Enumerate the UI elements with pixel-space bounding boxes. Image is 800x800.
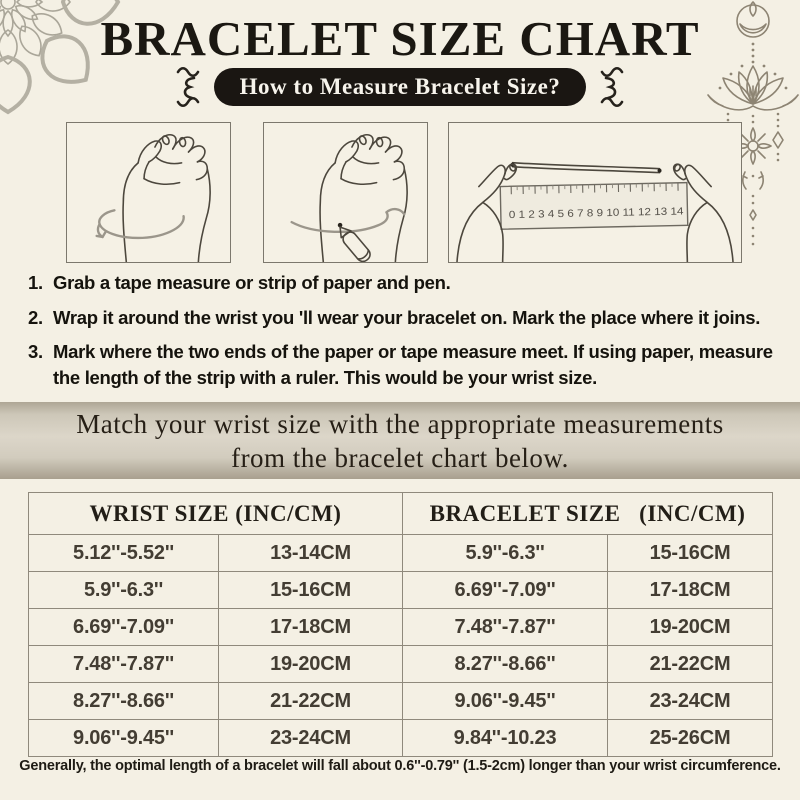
banner-line-2: from the bracelet chart below.: [231, 442, 569, 473]
flourish-left-icon: [176, 66, 199, 108]
bracelet-size-header: BRACELET SIZE (INC/CM): [402, 492, 773, 535]
flourish-right-icon: [601, 66, 624, 108]
table-cell: 17-18CM: [607, 571, 773, 609]
ruler-measure-illustration: 0 1 2 3 4 5 6 7 8 9 10 11 12 13 14: [456, 161, 734, 262]
footnote: Generally, the optimal length of a brace…: [19, 758, 781, 774]
table-row: 5.12''-5.52'' 13-14CM 5.9''-6.3'' 15-16C…: [28, 534, 773, 572]
badge-row: How to Measure Bracelet Size?: [0, 64, 800, 110]
banner-line-1: Match your wrist size with the appropria…: [76, 408, 724, 439]
ruler-numbers: 0 1 2 3 4 5 6 7 8 9 10 11 12 13 14: [509, 206, 684, 221]
table-cell: 21-22CM: [607, 645, 773, 683]
table-cell: 21-22CM: [218, 682, 403, 720]
instruction-step-3: 3. Mark where the two ends of the paper …: [28, 339, 780, 390]
table-cell: 7.48''-7.87'': [28, 645, 219, 683]
hand-wrap-tape-illustration: [95, 133, 211, 262]
table-row: 8.27''-8.66'' 21-22CM 9.06''-9.45'' 23-2…: [28, 682, 773, 720]
table-cell: 23-24CM: [218, 719, 403, 757]
table-cell: 23-24CM: [607, 682, 773, 720]
table-cell: 8.27''-8.66'': [28, 682, 219, 720]
table-cell: 9.06''-9.45'': [28, 719, 219, 757]
table-row: 6.69''-7.09'' 17-18CM 7.48''-7.87'' 19-2…: [28, 608, 773, 646]
match-size-banner: Match your wrist size with the appropria…: [0, 402, 800, 479]
table-cell: 5.9''-6.3'': [28, 571, 219, 609]
step-number: 1.: [28, 272, 43, 293]
table-cell: 25-26CM: [607, 719, 773, 757]
step3-illustration-box: 0 1 2 3 4 5 6 7 8 9 10 11 12 13 14: [448, 122, 742, 263]
table-cell: 19-20CM: [218, 645, 403, 683]
hand-mark-pen-illustration: [290, 133, 408, 262]
step-text: Mark where the two ends of the paper or …: [53, 341, 773, 388]
table-row: 5.9''-6.3'' 15-16CM 6.69''-7.09'' 17-18C…: [28, 571, 773, 609]
how-to-measure-badge: How to Measure Bracelet Size?: [213, 68, 587, 106]
table-cell: 17-18CM: [218, 608, 403, 646]
step-number: 3.: [28, 341, 43, 363]
instructions-list: 1. Grab a tape measure or strip of paper…: [28, 270, 780, 399]
instruction-step-1: 1. Grab a tape measure or strip of paper…: [28, 270, 780, 296]
table-cell: 9.06''-9.45'': [402, 682, 608, 720]
step2-illustration-box: [263, 122, 428, 263]
wrist-size-header: WRIST SIZE (INC/CM): [28, 492, 403, 535]
table-row: 7.48''-7.87'' 19-20CM 8.27''-8.66'' 21-2…: [28, 645, 773, 683]
page-title: BRACELET SIZE CHART: [100, 11, 700, 66]
size-chart-table: WRIST SIZE (INC/CM) BRACELET SIZE (INC/C…: [28, 492, 773, 757]
step-text: Grab a tape measure or strip of paper an…: [53, 272, 451, 293]
table-cell: 9.84''-10.23: [402, 719, 608, 757]
step-number: 2.: [28, 306, 43, 328]
table-cell: 5.12''-5.52'': [28, 534, 219, 572]
step1-illustration-box: [66, 122, 231, 263]
step-text: Wrap it around the wrist you 'll wear yo…: [53, 306, 761, 328]
table-cell: 13-14CM: [218, 534, 403, 572]
table-cell: 19-20CM: [607, 608, 773, 646]
table-header-row: WRIST SIZE (INC/CM) BRACELET SIZE (INC/C…: [28, 492, 773, 535]
mandala-flower-ornament: [0, 0, 120, 114]
table-cell: 15-16CM: [218, 571, 403, 609]
table-row: 9.06''-9.45'' 23-24CM 9.84''-10.23 25-26…: [28, 719, 773, 757]
table-cell: 15-16CM: [607, 534, 773, 572]
table-cell: 7.48''-7.87'': [402, 608, 608, 646]
table-cell: 5.9''-6.3'': [402, 534, 608, 572]
table-cell: 8.27''-8.66'': [402, 645, 608, 683]
table-cell: 6.69''-7.09'': [28, 608, 219, 646]
instruction-step-2: 2. Wrap it around the wrist you 'll wear…: [28, 305, 780, 331]
table-cell: 6.69''-7.09'': [402, 571, 608, 609]
